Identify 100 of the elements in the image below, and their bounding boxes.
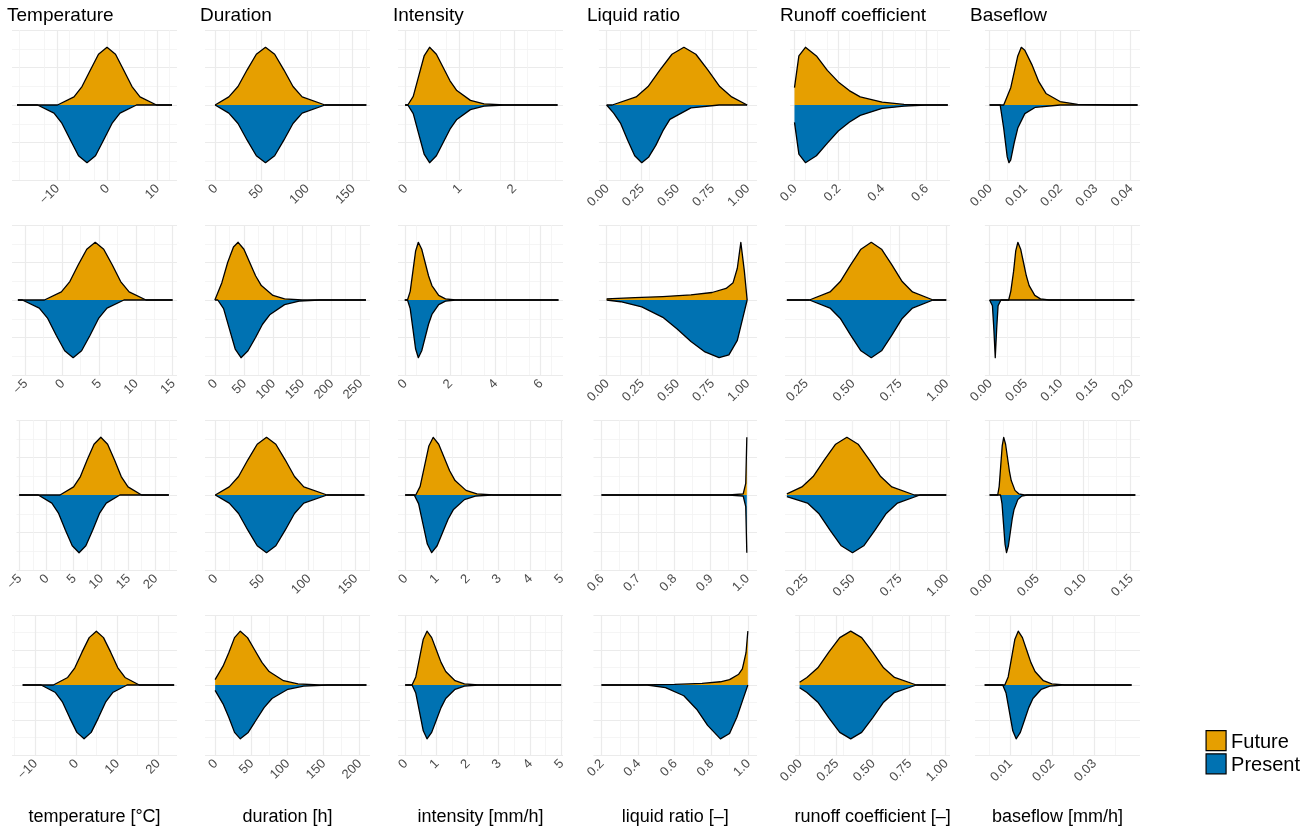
x-tick-label: −5 [9, 375, 31, 397]
x-tick-label: 0.01 [1001, 180, 1031, 210]
x-tick-label: 0 [51, 375, 68, 392]
x-tick-label: 10 [141, 180, 163, 202]
x-tick-label: 6 [529, 375, 546, 392]
x-tick-label: 50 [235, 755, 257, 777]
x-tick-label: 1.00 [723, 375, 753, 405]
x-tick-label: 4 [484, 375, 501, 392]
x-tick-label: 150 [334, 570, 361, 597]
x-tick-label: 50 [245, 180, 267, 202]
x-tick-label: 0.9 [692, 570, 716, 595]
x-tick-label: 15 [157, 375, 178, 397]
x-tick-label: 0 [96, 180, 113, 197]
x-tick-label: 0.01 [986, 755, 1016, 785]
x-tick-label: 4 [519, 755, 536, 772]
x-axis-title: baseflow [mm/h] [991, 806, 1124, 826]
x-tick-label: 20 [142, 755, 164, 777]
x-axis-title: duration [h] [242, 806, 333, 826]
x-tick-label: 0.50 [653, 375, 683, 405]
x-tick-label: 0 [394, 570, 411, 587]
x-tick-label: 0.03 [1072, 180, 1101, 210]
x-tick-label: 0 [394, 375, 411, 392]
x-tick-label: 0.00 [966, 180, 995, 210]
x-tick-label: 10 [101, 755, 123, 777]
x-tick-label: 0.00 [583, 375, 612, 405]
x-tick-label: 0.6 [656, 755, 680, 780]
x-tick-label: 0 [394, 755, 411, 772]
chart-title: Baseflow [970, 4, 1048, 25]
x-tick-label: 0.75 [688, 375, 718, 405]
x-tick-label: 1 [425, 755, 442, 772]
x-tick-label: −10 [14, 755, 41, 782]
x-tick-label: 1.00 [923, 375, 952, 405]
x-tick-label: 0.6 [583, 570, 607, 595]
x-tick-label: 100 [252, 375, 279, 402]
x-tick-label: 1.00 [723, 180, 753, 210]
x-tick-label: 0 [35, 570, 52, 587]
x-tick-label: 0.00 [583, 180, 612, 210]
x-tick-label: 0.10 [1060, 570, 1089, 600]
x-tick-label: 100 [287, 570, 314, 597]
x-axis-title: temperature [°C] [28, 806, 161, 826]
x-tick-label: 0.10 [1037, 375, 1066, 405]
x-tick-label: 1.00 [922, 755, 951, 785]
x-tick-label: 0 [204, 570, 221, 587]
x-tick-label: 0.05 [1001, 375, 1031, 405]
x-tick-label: 0.75 [688, 180, 718, 210]
x-tick-label: 0.00 [776, 755, 805, 785]
x-tick-label: 0.4 [620, 755, 644, 780]
x-tick-label: 200 [338, 755, 365, 782]
x-tick-label: 10 [120, 375, 142, 397]
x-tick-label: 4 [519, 570, 536, 587]
x-tick-label: 0 [204, 375, 221, 392]
x-tick-label: 0.03 [1070, 755, 1100, 785]
x-tick-label: 0 [65, 755, 82, 772]
x-tick-label: 0 [204, 755, 221, 772]
x-tick-label: 200 [310, 375, 337, 402]
x-tick-label: 0.7 [619, 570, 644, 595]
x-tick-label: 0.00 [966, 570, 995, 600]
x-tick-label: 0.50 [653, 180, 683, 210]
x-tick-label: 3 [488, 570, 505, 587]
x-tick-label: −10 [36, 180, 63, 207]
x-tick-label: 150 [281, 375, 308, 402]
x-tick-label: 0.00 [966, 375, 995, 405]
x-tick-label: 0.2 [820, 180, 844, 205]
x-tick-label: 150 [331, 180, 358, 207]
x-tick-label: 1.0 [728, 570, 753, 595]
x-tick-label: 50 [246, 570, 268, 592]
x-tick-label: 5 [63, 570, 79, 587]
chart-title: Intensity [393, 4, 465, 25]
x-tick-label: 5 [550, 570, 567, 587]
chart-title: Temperature [7, 4, 114, 25]
chart-title: Liquid ratio [587, 4, 680, 25]
x-tick-label: 15 [112, 570, 134, 592]
x-tick-label: 100 [266, 755, 293, 782]
x-tick-label: 0.02 [1036, 180, 1066, 210]
x-tick-label: 10 [85, 570, 107, 592]
x-tick-label: 0.50 [829, 570, 858, 600]
x-tick-label: 0 [204, 180, 221, 197]
x-tick-label: 0.6 [907, 180, 932, 205]
legend-label: Future [1231, 729, 1289, 752]
x-tick-label: 0.50 [829, 375, 858, 405]
x-tick-label: 1.0 [729, 755, 754, 780]
x-tick-label: 20 [139, 570, 161, 592]
x-tick-label: 5 [550, 755, 567, 772]
x-tick-label: 0 [394, 180, 411, 197]
x-tick-label: −5 [3, 570, 25, 592]
x-tick-label: 0.2 [583, 755, 607, 780]
x-tick-label: 0.04 [1107, 180, 1136, 210]
chart-title: Duration [200, 4, 272, 25]
x-tick-label: 0.4 [864, 180, 888, 205]
x-tick-label: 0.8 [693, 755, 717, 780]
x-tick-label: 250 [339, 375, 366, 402]
x-tick-label: 0.02 [1028, 755, 1058, 785]
x-tick-label: 150 [302, 755, 329, 782]
x-tick-label: 0.0 [776, 180, 800, 205]
x-tick-label: 0.20 [1107, 375, 1137, 405]
x-tick-label: 2 [457, 755, 473, 772]
x-tick-label: 50 [228, 375, 250, 397]
x-tick-label: 1 [449, 180, 465, 197]
legend-label: Present [1231, 752, 1301, 775]
x-tick-label: 0.50 [849, 755, 878, 785]
